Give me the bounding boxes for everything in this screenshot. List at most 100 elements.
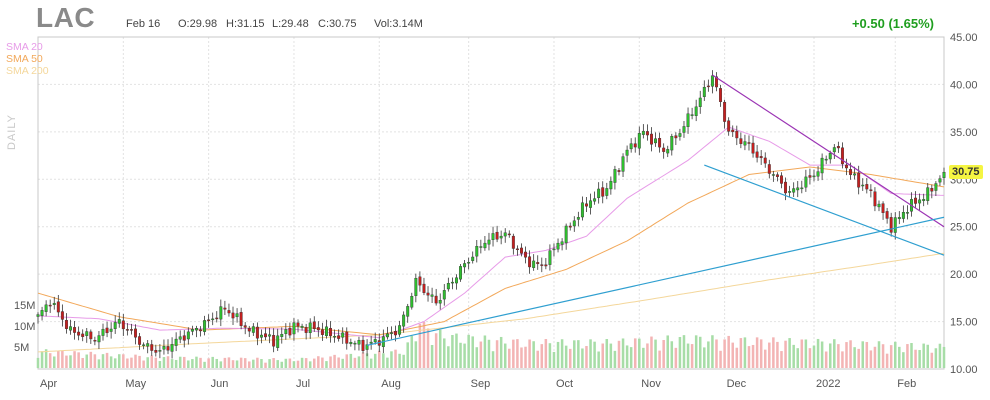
volume-bar bbox=[698, 336, 702, 368]
candle-body bbox=[540, 264, 544, 266]
volume-bar bbox=[195, 356, 198, 368]
candle-body bbox=[694, 106, 698, 116]
candle-body bbox=[414, 277, 418, 296]
volume-bar bbox=[869, 350, 873, 368]
volume-bar bbox=[44, 349, 48, 368]
legend-sma20: SMA 20 bbox=[6, 41, 43, 53]
ticker-symbol: LAC bbox=[36, 2, 96, 33]
candle-body bbox=[775, 174, 779, 177]
volume-bar bbox=[881, 344, 885, 368]
candle-body bbox=[158, 350, 162, 352]
volume-bar bbox=[910, 343, 913, 368]
candle-body bbox=[828, 152, 832, 160]
y-tick-label: 10.00 bbox=[950, 364, 978, 376]
volume-bar bbox=[934, 348, 938, 368]
candle-body bbox=[479, 246, 483, 248]
volume-bar bbox=[426, 328, 430, 368]
volume-bar bbox=[853, 347, 856, 368]
candle-body bbox=[938, 178, 942, 183]
volume-bar bbox=[422, 321, 426, 368]
volume-bar bbox=[841, 351, 844, 368]
candle-body bbox=[682, 126, 686, 133]
candle-body bbox=[288, 327, 292, 336]
candle-body bbox=[402, 314, 406, 327]
volume-bar bbox=[321, 357, 324, 368]
volume-bar bbox=[61, 350, 64, 368]
candle-body bbox=[524, 251, 527, 258]
volume-bar bbox=[382, 353, 385, 368]
candle-body bbox=[857, 172, 861, 188]
volume-bar bbox=[284, 358, 288, 368]
volume-bar bbox=[776, 341, 779, 368]
candle-body bbox=[914, 197, 918, 204]
candle-body bbox=[113, 322, 117, 329]
candle-body bbox=[601, 187, 605, 197]
candle-body bbox=[138, 336, 142, 345]
volume-bar bbox=[528, 339, 531, 368]
candle-body bbox=[69, 326, 72, 331]
volume-bar bbox=[162, 357, 166, 368]
candle-body bbox=[495, 231, 499, 240]
volume-bar bbox=[378, 350, 381, 368]
candle-body bbox=[873, 191, 877, 207]
candle-body bbox=[312, 321, 316, 330]
candle-body bbox=[280, 333, 284, 337]
volume-bar bbox=[837, 344, 840, 368]
candle-body bbox=[881, 203, 885, 213]
volume-bar bbox=[394, 349, 397, 368]
candle-body bbox=[556, 242, 560, 250]
volume-bar bbox=[126, 358, 129, 368]
volume-bar bbox=[154, 357, 158, 368]
candle-body bbox=[637, 133, 641, 149]
volume-bar bbox=[833, 339, 836, 368]
legend-sma50: SMA 50 bbox=[6, 53, 43, 65]
candle-body bbox=[227, 310, 231, 314]
candle-body bbox=[735, 130, 739, 139]
volume-bar bbox=[276, 360, 279, 368]
volume-bar bbox=[889, 345, 893, 368]
close-value: C:30.75 bbox=[318, 18, 357, 30]
volume-bar bbox=[893, 341, 897, 368]
volume-bar bbox=[828, 343, 832, 368]
volume-bar bbox=[585, 346, 588, 368]
candle-body bbox=[223, 307, 227, 310]
volume-bar bbox=[601, 343, 604, 368]
candle-body bbox=[215, 317, 219, 320]
volume-bar bbox=[369, 358, 373, 368]
volume-value: Vol:3.14M bbox=[374, 18, 423, 30]
candle-body bbox=[390, 332, 393, 334]
y-tick-label: 15.00 bbox=[950, 317, 978, 329]
candle-body bbox=[800, 187, 804, 190]
candle-body bbox=[511, 235, 515, 249]
price-change: +0.50 (1.65%) bbox=[851, 16, 934, 31]
volume-bar bbox=[930, 352, 934, 368]
candle-body bbox=[670, 136, 674, 151]
candle-body bbox=[284, 329, 288, 334]
volume-bar bbox=[142, 360, 145, 368]
volume-bar bbox=[199, 357, 202, 368]
candle-body bbox=[743, 141, 747, 146]
date-label: Feb 16 bbox=[126, 18, 161, 30]
candle-body bbox=[568, 225, 572, 228]
candle-body bbox=[747, 142, 751, 144]
candle-body bbox=[731, 129, 735, 133]
candle-body bbox=[422, 283, 426, 293]
candle-body bbox=[792, 188, 796, 193]
candle-body bbox=[264, 333, 267, 338]
candle-body bbox=[877, 203, 881, 208]
open-value: O:29.98 bbox=[178, 18, 218, 30]
volume-bar bbox=[373, 353, 377, 368]
candle-body bbox=[727, 120, 731, 132]
candle-body bbox=[849, 169, 853, 175]
volume-bar bbox=[93, 354, 97, 368]
volume-bar bbox=[150, 355, 154, 368]
candle-body bbox=[434, 295, 438, 304]
candle-body bbox=[129, 329, 133, 331]
volume-bar bbox=[48, 353, 52, 368]
volume-bar bbox=[170, 359, 174, 368]
volume-bar bbox=[719, 350, 722, 368]
volume-bar bbox=[666, 335, 669, 368]
volume-bar bbox=[812, 345, 816, 368]
candle-body bbox=[333, 336, 337, 338]
volume-bar bbox=[211, 356, 214, 368]
